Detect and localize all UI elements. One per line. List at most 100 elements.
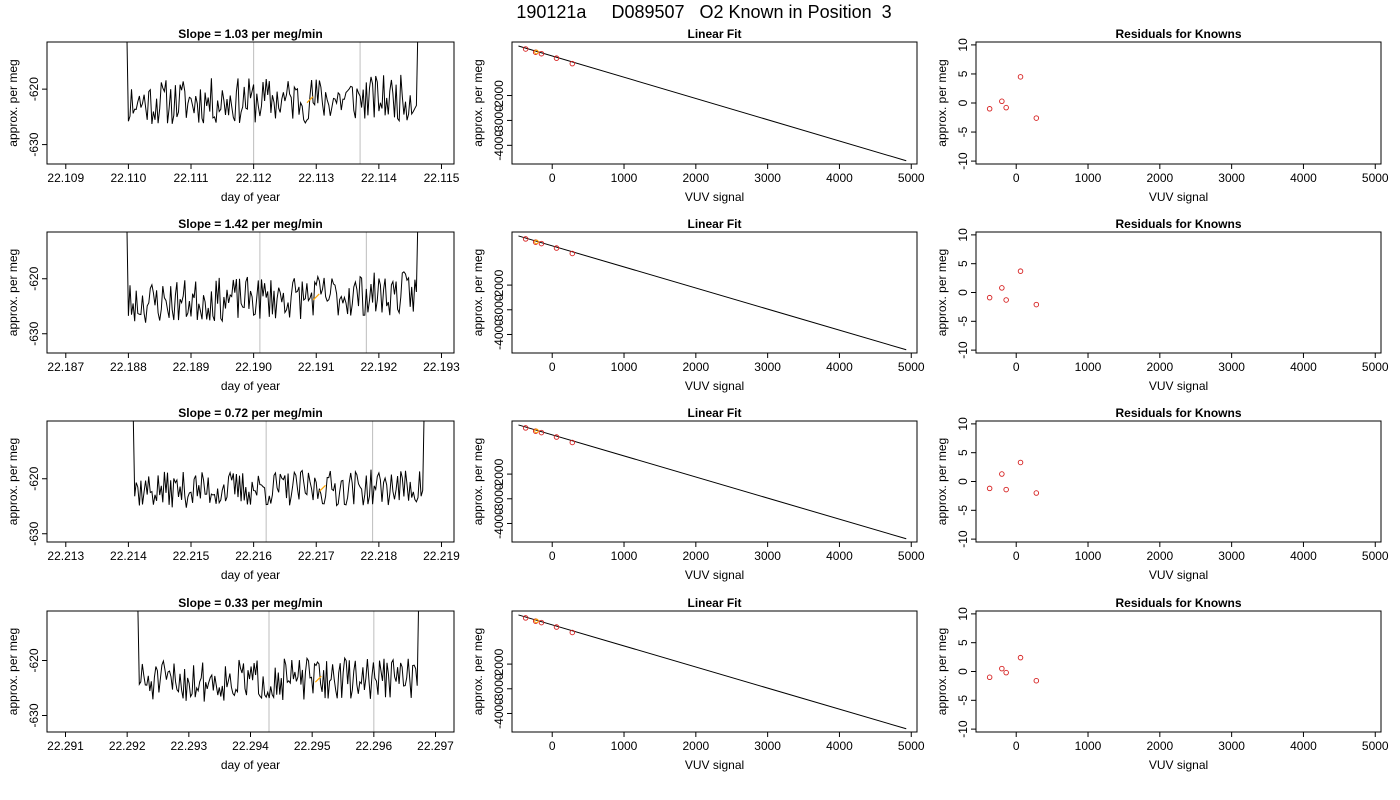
y-tick-label: -4000 [492,130,506,161]
x-tick-label: 1000 [611,549,638,563]
x-tick-label: 22.213 [47,549,84,563]
plot-frame [46,231,455,354]
y-axis-label: approx. per meg [935,249,949,336]
x-axis-label: VUV signal [685,379,744,393]
x-tick-label: 22.190 [235,360,272,374]
x-tick-label: 5000 [898,360,925,374]
data-point [538,240,545,247]
series-line [137,611,419,702]
y-tick-label: -10 [956,530,970,548]
y-axis-label: approx. per meg [935,628,949,715]
x-tick-label: 3000 [754,360,781,374]
panel-residuals-row1: Residuals for Knowns 0 1000 2000 3000 4000 500… [935,27,1389,204]
data-point [553,624,560,630]
x-tick-label: 22.192 [361,360,398,374]
x-tick-label: 22.291 [47,739,84,753]
x-tick-label: 22.189 [173,360,210,374]
y-axis-label: approx. per meg [935,59,949,146]
y-tick-label: -2000 [492,648,506,679]
x-tick-label: 22.216 [235,549,272,563]
y-tick-label: -3000 [492,673,506,704]
data-point [999,98,1005,105]
data-point [553,55,560,61]
y-axis-label: approx. per meg [471,628,485,715]
highlight-point [534,239,539,245]
x-tick-label: 22.217 [298,549,335,563]
panel-grid: Slope = 1.03 per meg/min 22.109 22.110 22.1… [6,27,1389,772]
plot-frame [975,420,1382,543]
y-tick-label: -2000 [492,80,506,111]
panel-title: Residuals for Knowns [1115,217,1241,231]
panel-residuals-row3: Residuals for Knowns 0 1000 2000 3000 4000 500… [935,406,1389,582]
y-tick-label: 10 [956,38,970,52]
x-axis-label: VUV signal [1149,568,1208,582]
data-point [569,250,576,257]
y-axis-label: approx. per meg [471,438,485,525]
x-tick-label: 22.113 [298,171,334,185]
data-point [1033,115,1040,121]
data-point [1017,459,1024,466]
data-point [986,485,993,492]
plot-frame [511,41,918,165]
y-tick-label: 0 [956,99,970,106]
panel-time-series-row1: Slope = 1.03 per meg/min 22.109 22.110 22.1… [6,27,460,204]
plot-frame [46,41,455,165]
x-axis-label: VUV signal [1149,758,1208,772]
panel-title: Linear Fit [687,217,741,231]
y-axis-label: approx. per meg [471,59,485,146]
y-axis-label: approx. per meg [6,249,20,336]
data-point [986,674,993,681]
x-tick-label: 22.214 [110,549,147,563]
x-axis-label: day of year [221,568,280,582]
data-point [1003,486,1009,493]
plot-frame [511,231,918,354]
y-tick-label: 10 [956,228,970,242]
data-point [986,106,993,112]
x-tick-label: 3000 [754,549,781,563]
x-tick-label: 1000 [611,171,638,185]
y-tick-label: -3000 [492,105,506,136]
data-point [1017,74,1024,80]
data-point [1033,490,1040,496]
y-tick-label: -2000 [492,458,506,489]
y-tick-label: -2000 [492,269,506,300]
y-tick-label: -3000 [492,483,506,514]
fit-line [518,614,907,730]
y-tick-label: -620 [27,648,41,672]
x-tick-label: 0 [1013,360,1020,374]
series-line [132,421,425,508]
y-tick-label: -10 [956,720,970,738]
x-axis-label: VUV signal [685,190,744,204]
x-tick-label: 22.296 [355,739,392,753]
highlight-segment [314,675,322,683]
x-tick-label: 4000 [826,549,853,563]
panel-linear-fit-row3: Linear Fit 0 1000 2000 3000 4000 5000 -2000-300… [471,406,925,582]
panel-title: Linear Fit [687,27,741,41]
plot-frame [511,420,918,543]
x-tick-label: 4000 [1290,360,1317,374]
panel-title: Slope = 0.33 per meg/min [178,596,322,610]
x-tick-label: 22.218 [361,549,398,563]
x-tick-label: 22.112 [236,171,272,185]
x-tick-label: 2000 [682,360,709,374]
x-tick-label: 3000 [754,739,781,753]
x-tick-label: 0 [1013,739,1020,753]
y-tick-label: 0 [956,478,970,485]
highlight-point [534,618,539,624]
x-tick-label: 22.297 [417,739,454,753]
y-axis-label: approx. per meg [471,249,485,336]
x-axis-label: VUV signal [685,568,744,582]
x-tick-label: 22.293 [170,739,207,753]
data-point [1017,268,1024,274]
x-tick-label: 4000 [826,360,853,374]
y-tick-label: -4000 [492,698,506,729]
data-point [538,429,545,436]
x-axis-label: day of year [221,758,280,772]
data-point [986,294,993,301]
panel-title: Residuals for Knowns [1115,406,1241,420]
x-tick-label: 22.294 [232,739,269,753]
x-tick-label: 5000 [898,549,925,563]
data-point [1003,669,1009,676]
y-tick-label: -10 [956,152,970,170]
